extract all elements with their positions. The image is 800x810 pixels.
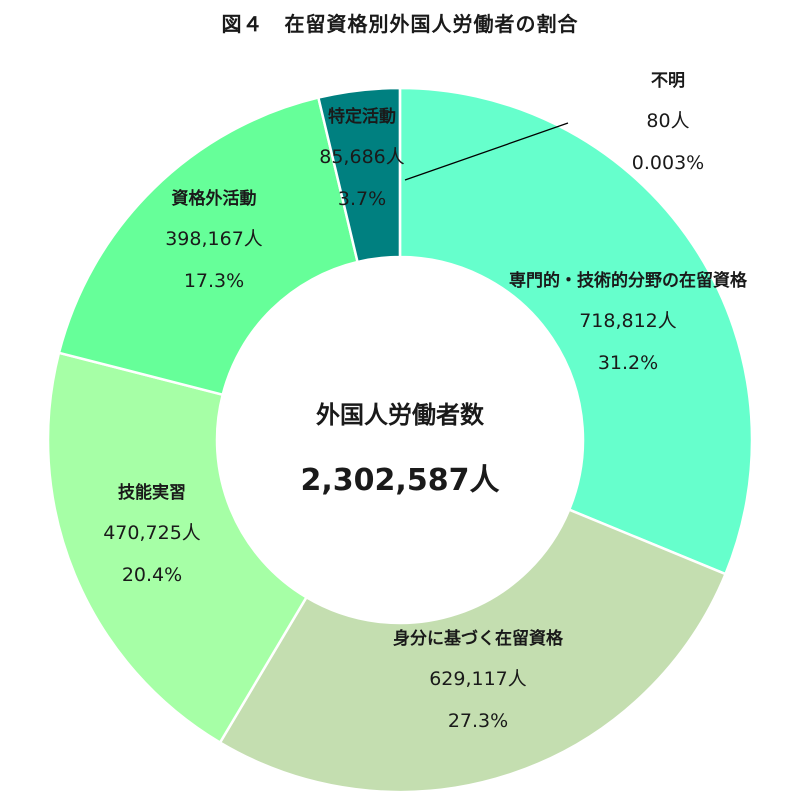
label-status-based: 身分に基づく在留資格 629,117人 27.3% (393, 629, 563, 732)
center-label: 外国人労働者数 (316, 401, 484, 429)
label-designated-activities: 特定活動 85,686人 3.7% (319, 107, 405, 210)
chart-title: 図４ 在留資格別外国人労働者の割合 (221, 12, 579, 36)
unknown-leader-line (404, 122, 569, 181)
donut-slice (57, 96, 360, 397)
donut-slices (46, 86, 754, 794)
donut-slice (46, 351, 309, 745)
label-specialized: 専門的・技術的分野の在留資格 718,812人 31.2% (509, 271, 747, 374)
label-unknown: 不明 80人 0.003% (631, 71, 705, 174)
donut-slice (398, 86, 754, 576)
label-technical-intern: 技能実習 470,725人 20.4% (103, 483, 201, 586)
center-total: 2,302,587人 (300, 463, 500, 498)
donut-slice (218, 508, 728, 794)
donut-slice (316, 86, 402, 264)
label-non-qualified-activity: 資格外活動 398,167人 17.3% (165, 189, 263, 292)
